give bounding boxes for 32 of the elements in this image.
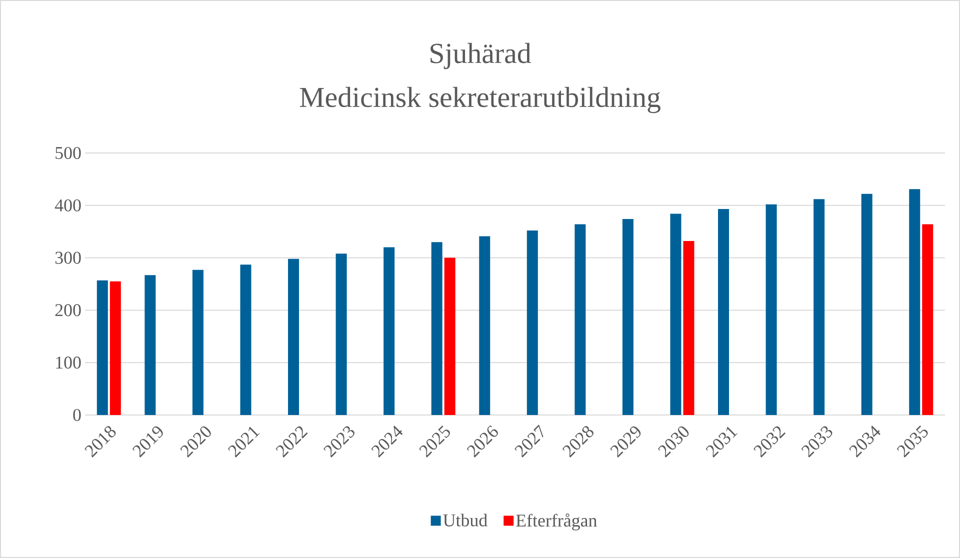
bar	[144, 275, 156, 415]
bar	[683, 241, 694, 415]
bar	[909, 189, 920, 415]
chart-title: Sjuhärad	[430, 42, 532, 70]
y-tick-label: 100	[56, 356, 81, 369]
legend-label: Utbud	[443, 514, 488, 526]
bar	[431, 242, 442, 415]
bar	[444, 258, 456, 415]
bar	[288, 258, 300, 415]
bar	[922, 224, 934, 415]
bar	[574, 224, 586, 415]
bar	[622, 219, 634, 415]
chart-subtitle: Medicinsk sekreterarutbildning	[300, 86, 660, 114]
bar	[718, 209, 730, 415]
legend-label: Efterfrågan	[516, 513, 597, 530]
bar	[96, 280, 108, 415]
y-tick-label: 0	[73, 408, 81, 422]
bar	[384, 247, 395, 415]
bar	[766, 204, 777, 415]
bar	[861, 194, 872, 415]
bar	[240, 264, 252, 415]
bar	[670, 214, 682, 415]
bar	[110, 281, 121, 415]
bar	[479, 236, 490, 415]
bar	[814, 199, 825, 415]
y-tick-label: 400	[54, 199, 81, 212]
y-tick-label: 300	[55, 252, 81, 264]
bar	[526, 230, 538, 415]
y-tick-label: 500	[56, 146, 81, 160]
bar	[336, 254, 347, 415]
bar	[192, 270, 204, 415]
y-tick-label: 200	[55, 304, 81, 316]
